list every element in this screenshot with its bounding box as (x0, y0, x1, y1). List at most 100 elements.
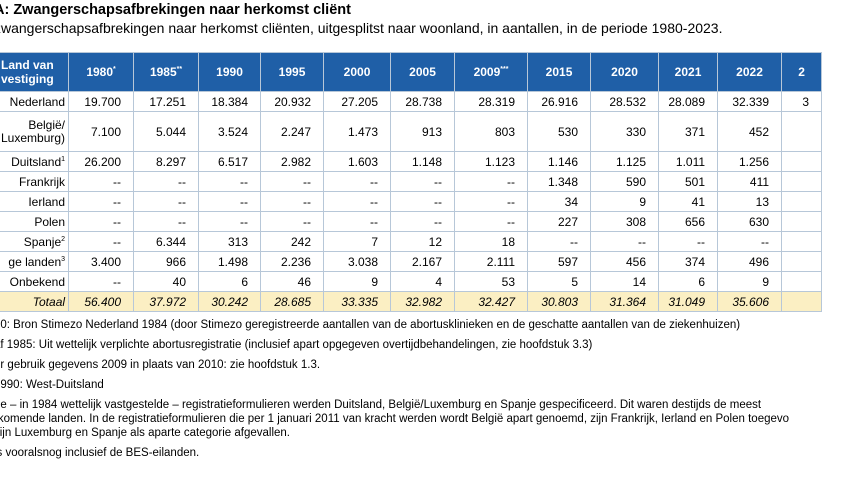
row-label: Ierland (0, 191, 70, 212)
footnote: de – in 1984 wettelijk vastgestelde – re… (0, 399, 762, 411)
table-cell: 9 (323, 271, 392, 292)
table-cell: 374 (658, 251, 719, 272)
table-cell: 1.473 (323, 111, 392, 152)
table-cell: 2.236 (260, 251, 325, 272)
table-cell: 313 (198, 231, 262, 252)
table-cell: 2.982 (260, 151, 325, 172)
table-cell: 7 (323, 231, 392, 252)
header-year: 1990 (198, 52, 262, 92)
table-cell: 32.339 (717, 91, 783, 112)
table-cell: 1.125 (590, 151, 660, 172)
table-row: Ierland -- -- -- -- -- -- -- 34 9 41 13 (0, 191, 823, 212)
header-year: 2022 (717, 52, 783, 92)
table-cell: 6 (658, 271, 719, 292)
table-cell: 308 (590, 211, 660, 232)
table-cell: 913 (390, 111, 456, 152)
table-cell: -- (133, 211, 200, 232)
table-cell: 656 (658, 211, 719, 232)
table-cell (781, 271, 823, 292)
table-cell: 3.524 (198, 111, 262, 152)
header-year: 1995 (260, 52, 325, 92)
table-cell: 371 (658, 111, 719, 152)
table-cell: 590 (590, 171, 660, 192)
table-cell: 1.498 (198, 251, 262, 272)
table-cell: -- (390, 191, 456, 212)
row-label: ge landen3 (0, 251, 70, 272)
table-cell (781, 111, 823, 152)
table-cell: 28.532 (590, 91, 660, 112)
header-year: 1980* (68, 52, 135, 92)
table-cell: 966 (133, 251, 200, 272)
table-cell: 14 (590, 271, 660, 292)
footnote: zijn Luxemburg en Spanje als aparte cate… (0, 427, 290, 439)
table-cell: 12 (390, 231, 456, 252)
table-row: Polen -- -- -- -- -- -- -- 227 308 656 630 (0, 211, 823, 232)
footnote: 30: Bron Stimezo Nederland 1984 (door St… (0, 319, 741, 331)
row-label: Onbekend (0, 271, 70, 292)
table-cell: -- (323, 211, 392, 232)
table-cell: 9 (590, 191, 660, 212)
header-year: 2009*** (454, 52, 529, 92)
table-cell: 1.603 (323, 151, 392, 172)
header-country: Land van vestiging (0, 52, 70, 92)
header-year: 2015 (527, 52, 592, 92)
table-cell: 2.247 (260, 111, 325, 152)
table-cell: 28.738 (390, 91, 456, 112)
table-cell: 37.972 (133, 291, 200, 312)
table-cell: 18.384 (198, 91, 262, 112)
header-year: 1985** (133, 52, 200, 92)
header-year: 2021 (658, 52, 719, 92)
table-cell: 31.049 (658, 291, 719, 312)
table-cell: -- (133, 191, 200, 212)
table-cell: 32.982 (390, 291, 456, 312)
table-cell: 501 (658, 171, 719, 192)
table-cell: -- (260, 211, 325, 232)
table-cell: -- (323, 191, 392, 212)
header-row: Land van vestiging 1980* 1985** 1990 1995 20… (0, 52, 823, 92)
table-row: België/ Luxemburg) 7.100 5.044 3.524 2.247 1.… (0, 111, 823, 152)
table-cell: 1.146 (527, 151, 592, 172)
table-cell: 27.205 (323, 91, 392, 112)
table-cell: 7.100 (68, 111, 135, 152)
table-cell: 17.251 (133, 91, 200, 112)
row-label: Polen (0, 211, 70, 232)
table-cell: -- (133, 171, 200, 192)
table-cell: 803 (454, 111, 529, 152)
table-cell: 597 (527, 251, 592, 272)
table-cell: 4 (390, 271, 456, 292)
table-cell: 30.242 (198, 291, 262, 312)
table-cell: 41 (658, 191, 719, 212)
table-cell: 3.400 (68, 251, 135, 272)
table-cell: -- (260, 191, 325, 212)
table-body: Nederland 19.700 17.251 18.384 20.932 27.205 2… (0, 91, 823, 312)
table-cell: 2.111 (454, 251, 529, 272)
total-row: Totaal 56.400 37.972 30.242 28.685 33.335 32.9… (0, 291, 823, 312)
row-label: België/ Luxemburg) (0, 111, 70, 152)
table-cell: 6.517 (198, 151, 262, 172)
table-subtitle: zwangerschapsafbrekingen naar herkomst c… (0, 20, 723, 36)
table-cell: 40 (133, 271, 200, 292)
table-cell: 2.167 (390, 251, 456, 272)
table-cell: -- (323, 171, 392, 192)
table-cell: 53 (454, 271, 529, 292)
table-cell: 19.700 (68, 91, 135, 112)
footnote: is vooralsnog inclusief de BES-eilanden. (0, 447, 200, 459)
table-cell: 1.011 (658, 151, 719, 172)
table-cell: 1.148 (390, 151, 456, 172)
table-cell: 13 (717, 191, 783, 212)
table-cell: 1.348 (527, 171, 592, 192)
row-label: Spanje2 (0, 231, 70, 252)
table-cell: 227 (527, 211, 592, 232)
table-cell: -- (454, 171, 529, 192)
table-cell: -- (68, 171, 135, 192)
table-cell: -- (454, 191, 529, 212)
abortion-table: Land van vestiging 1980* 1985** 1990 1995 20… (0, 52, 823, 312)
table-cell: 34 (527, 191, 592, 212)
table-cell: 26.200 (68, 151, 135, 172)
table-cell: 1.123 (454, 151, 529, 172)
table-cell: 452 (717, 111, 783, 152)
table-cell: 330 (590, 111, 660, 152)
table-cell: 8.297 (133, 151, 200, 172)
table-cell: -- (658, 231, 719, 252)
footnote: or gebruik gegevens 2009 in plaats van 2… (0, 359, 321, 371)
